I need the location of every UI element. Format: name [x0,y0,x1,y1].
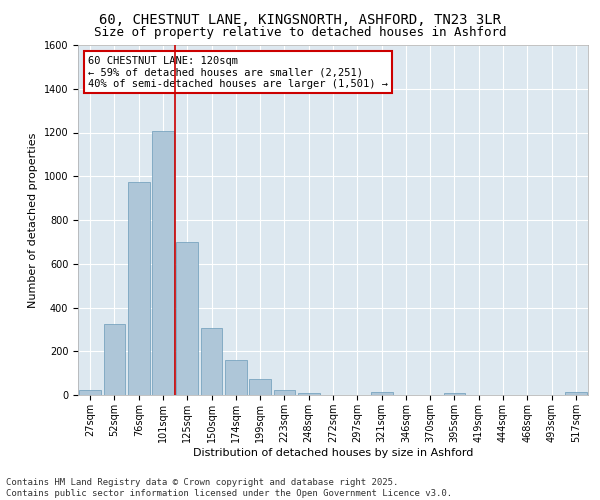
Bar [128,182,149,395]
Bar [249,378,271,395]
Bar [274,390,295,395]
Bar [298,393,320,395]
X-axis label: Distribution of detached houses by size in Ashford: Distribution of detached houses by size … [193,448,473,458]
Bar [225,360,247,395]
Bar [152,132,174,395]
Bar [371,392,392,395]
Bar [443,393,466,395]
Text: 60, CHESTNUT LANE, KINGSNORTH, ASHFORD, TN23 3LR: 60, CHESTNUT LANE, KINGSNORTH, ASHFORD, … [99,12,501,26]
Bar [176,242,198,395]
Y-axis label: Number of detached properties: Number of detached properties [28,132,38,308]
Text: Size of property relative to detached houses in Ashford: Size of property relative to detached ho… [94,26,506,39]
Bar [565,392,587,395]
Bar [104,324,125,395]
Text: Contains HM Land Registry data © Crown copyright and database right 2025.
Contai: Contains HM Land Registry data © Crown c… [6,478,452,498]
Bar [79,390,101,395]
Text: 60 CHESTNUT LANE: 120sqm
← 59% of detached houses are smaller (2,251)
40% of sem: 60 CHESTNUT LANE: 120sqm ← 59% of detach… [88,56,388,88]
Bar [200,328,223,395]
